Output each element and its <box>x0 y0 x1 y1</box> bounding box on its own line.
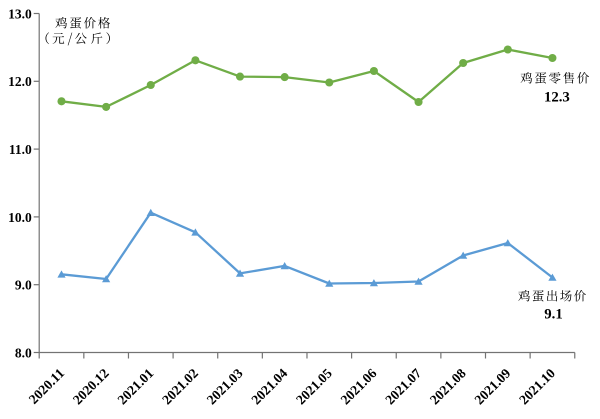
svg-text:12.3: 12.3 <box>544 89 570 105</box>
svg-text:9.1: 9.1 <box>544 307 563 323</box>
svg-text:10.0: 10.0 <box>8 210 32 225</box>
svg-text:12.0: 12.0 <box>8 74 32 89</box>
svg-text:8.0: 8.0 <box>15 345 32 360</box>
svg-text:9.0: 9.0 <box>15 278 32 293</box>
svg-text:13.0: 13.0 <box>8 6 32 21</box>
svg-text:11.0: 11.0 <box>9 142 32 157</box>
